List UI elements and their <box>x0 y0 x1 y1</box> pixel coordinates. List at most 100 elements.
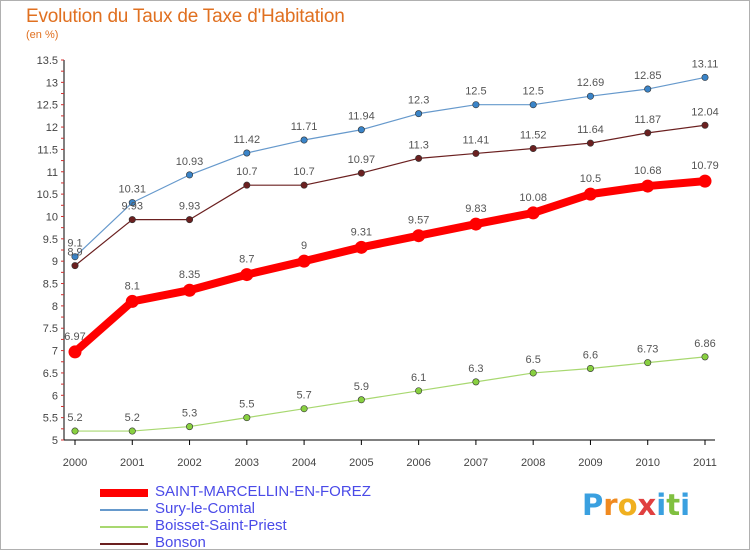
data-label: 8.7 <box>239 254 254 266</box>
data-label: 10.93 <box>176 156 204 168</box>
y-tick-label: 10 <box>46 211 58 223</box>
data-point <box>243 149 251 157</box>
data-point <box>529 145 537 153</box>
x-tick-label: 2002 <box>177 457 201 469</box>
data-point <box>529 369 537 377</box>
data-label: 5.2 <box>125 412 140 424</box>
y-tick-label: 5.5 <box>43 413 58 425</box>
y-tick-label: 5 <box>52 435 58 447</box>
data-label: 10.68 <box>634 165 662 177</box>
data-point <box>125 294 139 308</box>
proxiti-logo: Proxiti <box>582 488 690 522</box>
data-label: 12.69 <box>577 77 605 89</box>
legend-swatch <box>100 489 148 497</box>
data-label: 8.1 <box>125 280 140 292</box>
data-point <box>469 217 483 231</box>
data-label: 9.93 <box>122 201 143 213</box>
x-tick-label: 2001 <box>120 457 144 469</box>
y-tick-label: 7 <box>52 346 58 358</box>
logo-letter: x <box>637 488 657 522</box>
data-label: 6.86 <box>694 338 715 350</box>
y-tick-label: 9.5 <box>43 234 58 246</box>
data-point <box>186 216 194 224</box>
y-tick-label: 9 <box>52 256 58 268</box>
data-point <box>243 181 251 189</box>
data-point <box>415 387 423 395</box>
data-point <box>644 129 652 137</box>
data-point <box>415 110 423 118</box>
x-tick-label: 2000 <box>63 457 87 469</box>
data-point <box>586 92 594 100</box>
data-label: 11.41 <box>463 134 490 146</box>
data-label: 12.04 <box>691 106 719 118</box>
chart-unit-label: (en %) <box>26 29 59 41</box>
data-label: 5.7 <box>296 390 311 402</box>
data-label: 11.94 <box>348 111 375 123</box>
data-point <box>300 405 308 413</box>
data-label: 9 <box>301 240 307 252</box>
data-label: 12.3 <box>408 95 429 107</box>
series-lines <box>71 76 709 432</box>
data-point <box>68 345 82 359</box>
data-label: 13.11 <box>692 58 719 70</box>
data-point <box>297 254 311 268</box>
data-label: 5.9 <box>354 381 369 393</box>
data-point <box>300 181 308 189</box>
data-point <box>641 179 655 193</box>
data-label: 9.1 <box>67 238 82 250</box>
x-tick-label: 2003 <box>235 457 259 469</box>
data-label: 6.97 <box>64 331 85 343</box>
data-point <box>586 364 594 372</box>
data-label: 10.7 <box>293 166 314 178</box>
data-label: 5.5 <box>239 399 254 411</box>
x-tick-label: 2008 <box>521 457 545 469</box>
data-label: 11.87 <box>634 114 661 126</box>
data-label: 10.97 <box>348 154 376 166</box>
chart-title: Evolution du Taux de Taxe d'Habitation <box>26 6 345 27</box>
y-tick-label: 11.5 <box>37 144 58 156</box>
data-point <box>472 101 480 109</box>
data-label: 10.08 <box>519 192 547 204</box>
x-tick-label: 2004 <box>292 457 316 469</box>
x-tick-label: 2009 <box>578 457 602 469</box>
data-label: 8.9 <box>67 247 82 259</box>
data-label: 8.35 <box>179 269 200 281</box>
data-label: 12.5 <box>522 86 543 98</box>
legend-label: SAINT-MARCELLIN-EN-FOREZ <box>155 483 371 500</box>
y-tick-label: 6.5 <box>43 368 58 380</box>
data-point <box>128 216 136 224</box>
logo-letter: r <box>603 488 618 522</box>
data-point <box>243 414 251 422</box>
series-line <box>74 356 706 432</box>
data-point <box>71 427 79 435</box>
data-point <box>698 174 712 188</box>
logo-letter: i <box>680 488 691 522</box>
data-point <box>357 169 365 177</box>
y-tick-label: 10.5 <box>37 189 58 201</box>
series-line <box>71 177 709 356</box>
y-tick-label: 8 <box>52 301 58 313</box>
x-tick-label: 2011 <box>693 457 717 469</box>
data-point <box>644 359 652 367</box>
data-label: 9.57 <box>408 215 429 227</box>
data-point <box>644 85 652 93</box>
data-label: 5.2 <box>67 412 82 424</box>
data-label: 10.79 <box>691 160 719 172</box>
data-labels: 5.2 5.2 5.3 5.5 5.7 5.9 6.1 6.3 6.5 6.6 6.73 6.86 8.… <box>64 58 718 424</box>
legend-label: Sury-le-Comtal <box>155 500 256 517</box>
data-point <box>354 240 368 254</box>
y-tick-label: 12.5 <box>37 100 58 112</box>
data-label: 6.6 <box>583 349 598 361</box>
y-tick-label: 11 <box>47 167 58 179</box>
data-label: 9.31 <box>351 226 372 238</box>
data-point <box>586 139 594 147</box>
y-tick-label: 13 <box>46 77 58 89</box>
data-point <box>300 136 308 144</box>
data-point <box>71 253 79 261</box>
data-label: 12.85 <box>634 70 662 82</box>
data-point <box>357 126 365 134</box>
data-label: 9.83 <box>465 203 486 215</box>
data-point <box>472 149 480 157</box>
y-tick-label: 6 <box>52 390 58 402</box>
series-points <box>68 73 712 435</box>
